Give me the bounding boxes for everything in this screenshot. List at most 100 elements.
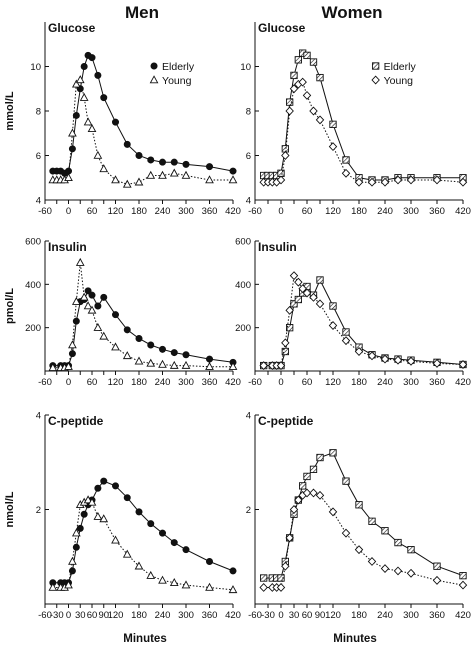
data-point [64,361,73,370]
data-point [76,524,84,532]
data-point [99,514,109,523]
data-point [94,302,102,310]
y-axis-label: mmol/L [4,91,16,130]
y-tick-label: 2 [36,505,41,516]
x-tick-label: 360 [429,377,445,388]
x-tick-label: 180 [131,377,147,388]
data-point [315,490,325,500]
x-tick-label: 30 [75,610,86,621]
x-tick-label: 180 [351,610,367,621]
x-tick-label: 120 [108,610,124,621]
data-point [170,158,178,166]
x-tick-label: 300 [178,206,194,217]
x-tick-label: 240 [377,206,393,217]
data-point [281,561,290,571]
data-point [123,140,131,148]
data-point [72,111,80,119]
data-point [123,326,131,334]
legend-label: Elderly [384,61,417,73]
x-tick-label: 360 [429,206,445,217]
data-point [302,90,312,100]
data-point [93,322,103,331]
data-point [281,338,290,348]
data-point [276,175,286,185]
x-tick-label: 420 [455,610,471,621]
data-point [87,124,97,133]
data-point [99,164,109,173]
series-line [52,262,233,369]
y-tick-label: 4 [246,411,251,422]
data-point [134,561,144,570]
chart-panel: 4 6 8 10 -60 0 60 120 180 240 300 360 420 Glucose Elde… [240,21,471,217]
x-tick-label: -60 [248,206,262,217]
data-point [68,340,77,349]
data-point [316,73,324,82]
data-point [294,495,303,505]
data-point [94,71,102,79]
data-point [302,488,312,498]
panel-label: Glucose [48,21,96,35]
data-point [135,508,143,516]
x-tick-label: 300 [403,610,419,621]
data-point [368,517,376,525]
data-point [298,77,307,87]
y-tick-label: 600 [235,237,251,248]
data-point [228,175,238,184]
y-tick-label: 6 [246,151,251,162]
data-point [286,98,294,106]
data-point [134,177,144,186]
data-point [71,296,81,305]
data-point [341,528,351,538]
data-point [289,505,299,514]
data-point [328,507,338,517]
x-tick-label: 120 [108,206,124,217]
data-point [341,336,351,346]
x-tick-label: 30 [289,610,300,621]
data-point [380,177,390,187]
data-point [394,538,402,547]
x-tick-label: 240 [155,377,171,388]
x-tick-label: 420 [225,377,241,388]
data-point [206,355,214,363]
panel-label: Insulin [258,240,297,254]
series-line [263,278,464,367]
x-tick-label: 180 [351,206,367,217]
data-point [309,58,318,66]
data-point [328,142,338,152]
y-tick-label: 4 [36,411,41,422]
data-point [135,334,143,342]
data-point [93,511,103,520]
x-tick-label: 120 [108,377,124,388]
x-tick-label: 180 [131,610,147,621]
data-point [93,150,103,159]
data-point [159,158,167,166]
data-point [309,465,318,473]
data-point [181,170,191,179]
series-line [52,78,233,185]
data-point [393,355,403,365]
data-point [169,168,179,177]
x-tick-label: 240 [155,610,171,621]
data-point [228,361,238,370]
panel-label: Glucose [258,21,306,35]
data-point [380,354,390,364]
x-tick-label: 60 [87,377,98,388]
data-point [68,567,76,575]
data-point [159,345,167,353]
data-point [286,324,294,332]
x-tick-label: -60 [38,206,52,217]
data-point [206,557,214,565]
data-point [111,535,120,544]
x-tick-label: 240 [155,206,171,217]
data-point [458,360,468,369]
data-point [84,287,92,295]
x-tick-label: 90 [98,610,109,621]
data-point [112,311,120,319]
x-tick-label: -60 [248,377,262,388]
data-point [354,177,364,187]
data-point [158,575,167,584]
y-tick-label: 6 [36,151,41,162]
data-point [83,117,93,126]
